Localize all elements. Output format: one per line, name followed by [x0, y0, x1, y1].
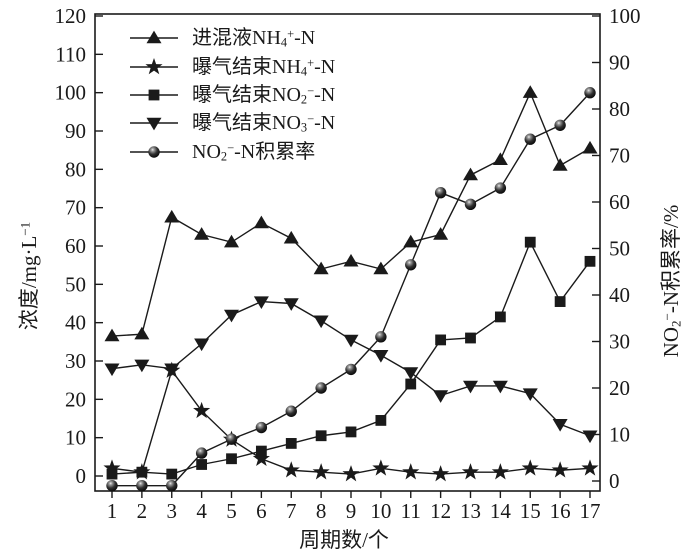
legend-marker-triangle-up-icon [130, 30, 178, 44]
right-axis-tick-label: 50 [609, 237, 630, 261]
legend-marker-sphere-icon [130, 146, 178, 158]
legend-label: 曝气结束NO2−-N [192, 83, 336, 107]
x-axis-tick-label: 15 [520, 499, 541, 523]
right-axis-tick-label: 10 [609, 423, 630, 447]
right-axis-tick-label: 100 [609, 4, 641, 28]
legend-label: 曝气结束NO3−-N [192, 112, 336, 135]
series-no2-n-accumulation-rate [106, 87, 596, 492]
legend-item-no2-n-accumulation-rate: NO2−-N积累率 [128, 138, 335, 166]
left-axis-tick-label: 0 [76, 464, 87, 488]
x-axis-tick-label: 4 [196, 499, 207, 523]
series-aeration-end-nh4-n [103, 361, 599, 482]
series-markers-no2-n-accumulation-rate [106, 87, 596, 492]
legend-marker-star-icon [130, 57, 178, 74]
right-axis-tick-label: 0 [609, 469, 620, 493]
x-axis-tick-label: 13 [460, 499, 481, 523]
x-axis-tick-label: 6 [256, 499, 267, 523]
left-axis-tick-label: 30 [65, 349, 86, 373]
x-axis-tick-label: 5 [226, 499, 237, 523]
x-axis-tick-label: 14 [490, 499, 512, 523]
series-markers-aeration-end-no2-n [106, 236, 596, 480]
right-axis-tick-label: 20 [609, 376, 630, 400]
series-line-aeration-end-nh4-n [111, 369, 591, 475]
right-axis-tick-label: 40 [609, 283, 630, 307]
x-axis-tick-label: 2 [137, 499, 148, 523]
x-axis-tick-label: 7 [286, 499, 297, 523]
legend-label: 曝气结束NH4+-N [192, 55, 336, 79]
left-axis-tick-label: 20 [65, 387, 86, 411]
x-axis-tick-label: 16 [550, 499, 571, 523]
left-axis-tick-label: 40 [65, 311, 86, 335]
left-axis-tick-label: 100 [55, 81, 87, 105]
legend-label: NO2−-N积累率 [192, 140, 316, 164]
left-axis-tick-label: 110 [55, 42, 86, 66]
series-markers-aeration-end-nh4-n [103, 361, 599, 482]
left-axis-tick-label: 60 [65, 234, 86, 258]
plot-frame [94, 13, 601, 492]
series-influent-nh4-n [104, 85, 598, 342]
right-axis-title: NO2−-N积累率/% [659, 204, 684, 358]
x-axis-tick-label: 3 [167, 499, 178, 523]
axis-ticks [95, 15, 600, 498]
axis-tick-labels: 0102030405060708090100110120010203040506… [55, 4, 641, 523]
x-axis-tick-label: 1 [107, 499, 118, 523]
left-axis-tick-label: 10 [65, 426, 86, 450]
left-axis-tick-label: 120 [55, 4, 87, 28]
x-axis-title: 周期数/个 [299, 528, 389, 552]
legend-item-aeration-end-no2-n: 曝气结束NO2−-N [128, 81, 335, 109]
x-axis-tick-label: 17 [580, 499, 601, 523]
chart-legend: 进混液NH4+-N 曝气结束NH4+-N 曝气结束NO2−-N 曝气结束NO3−-N N… [128, 24, 335, 166]
left-axis-tick-label: 90 [65, 119, 86, 143]
legend-item-aeration-end-no3-n: 曝气结束NO3−-N [128, 109, 335, 137]
legend-label: 进混液NH4+-N [192, 27, 316, 50]
x-axis-tick-label: 11 [401, 499, 421, 523]
legend-marker-triangle-down-icon [130, 118, 178, 131]
legend-item-influent-nh4-n: 进混液NH4+-N [128, 24, 335, 52]
series-aeration-end-no2-n [106, 236, 596, 480]
right-axis-tick-label: 90 [609, 51, 630, 75]
series-markers-influent-nh4-n [104, 85, 598, 342]
x-axis-tick-label: 9 [346, 499, 357, 523]
legend-marker-square-icon [130, 89, 178, 101]
x-axis-tick-label: 12 [430, 499, 451, 523]
x-axis-tick-label: 10 [370, 499, 391, 523]
left-axis-tick-label: 50 [65, 272, 86, 296]
left-axis-title: 浓度/mg·L−1 [17, 221, 41, 331]
right-axis-tick-label: 70 [609, 144, 630, 168]
x-axis-tick-label: 8 [316, 499, 327, 523]
left-axis-tick-label: 80 [65, 157, 86, 181]
legend-item-aeration-end-nh4-n: 曝气结束NH4+-N [128, 52, 335, 80]
right-axis-tick-label: 80 [609, 97, 630, 121]
right-axis-tick-label: 30 [609, 330, 630, 354]
left-axis-tick-label: 70 [65, 196, 86, 220]
right-axis-tick-label: 60 [609, 190, 630, 214]
